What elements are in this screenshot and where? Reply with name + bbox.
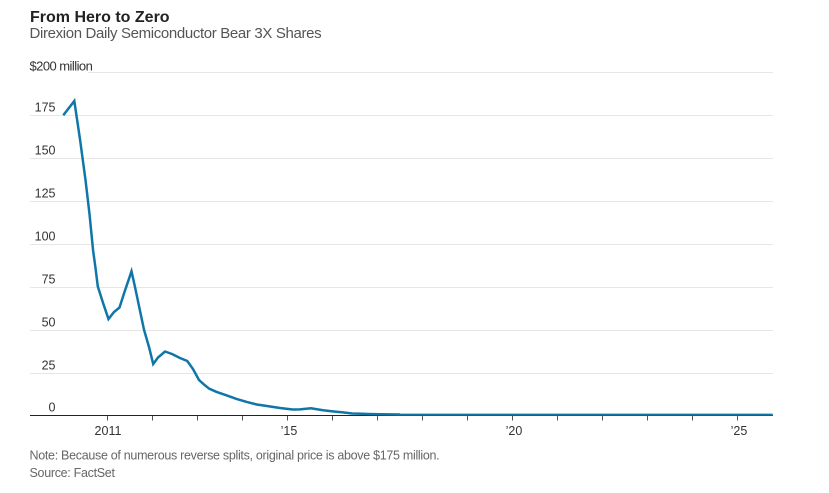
svg-text:$200 million: $200 million <box>30 59 93 74</box>
svg-text:175: 175 <box>35 101 56 115</box>
svg-text:’25: ’25 <box>731 424 748 438</box>
svg-text:0: 0 <box>49 401 56 415</box>
svg-text:125: 125 <box>35 187 56 201</box>
svg-text:75: 75 <box>42 273 56 287</box>
svg-text:’20: ’20 <box>506 424 523 438</box>
svg-text:’15: ’15 <box>281 424 298 438</box>
svg-text:150: 150 <box>35 144 56 158</box>
svg-text:Note: Because of numerous reve: Note: Because of numerous reverse splits… <box>30 449 440 463</box>
svg-text:Source: FactSet: Source: FactSet <box>30 466 116 480</box>
svg-text:50: 50 <box>42 316 56 330</box>
svg-text:Direxion Daily Semiconductor B: Direxion Daily Semiconductor Bear 3X Sha… <box>30 25 322 42</box>
svg-text:100: 100 <box>35 230 56 244</box>
svg-text:25: 25 <box>42 359 56 373</box>
svg-text:From Hero to Zero: From Hero to Zero <box>30 9 170 26</box>
svg-text:2011: 2011 <box>95 424 122 438</box>
